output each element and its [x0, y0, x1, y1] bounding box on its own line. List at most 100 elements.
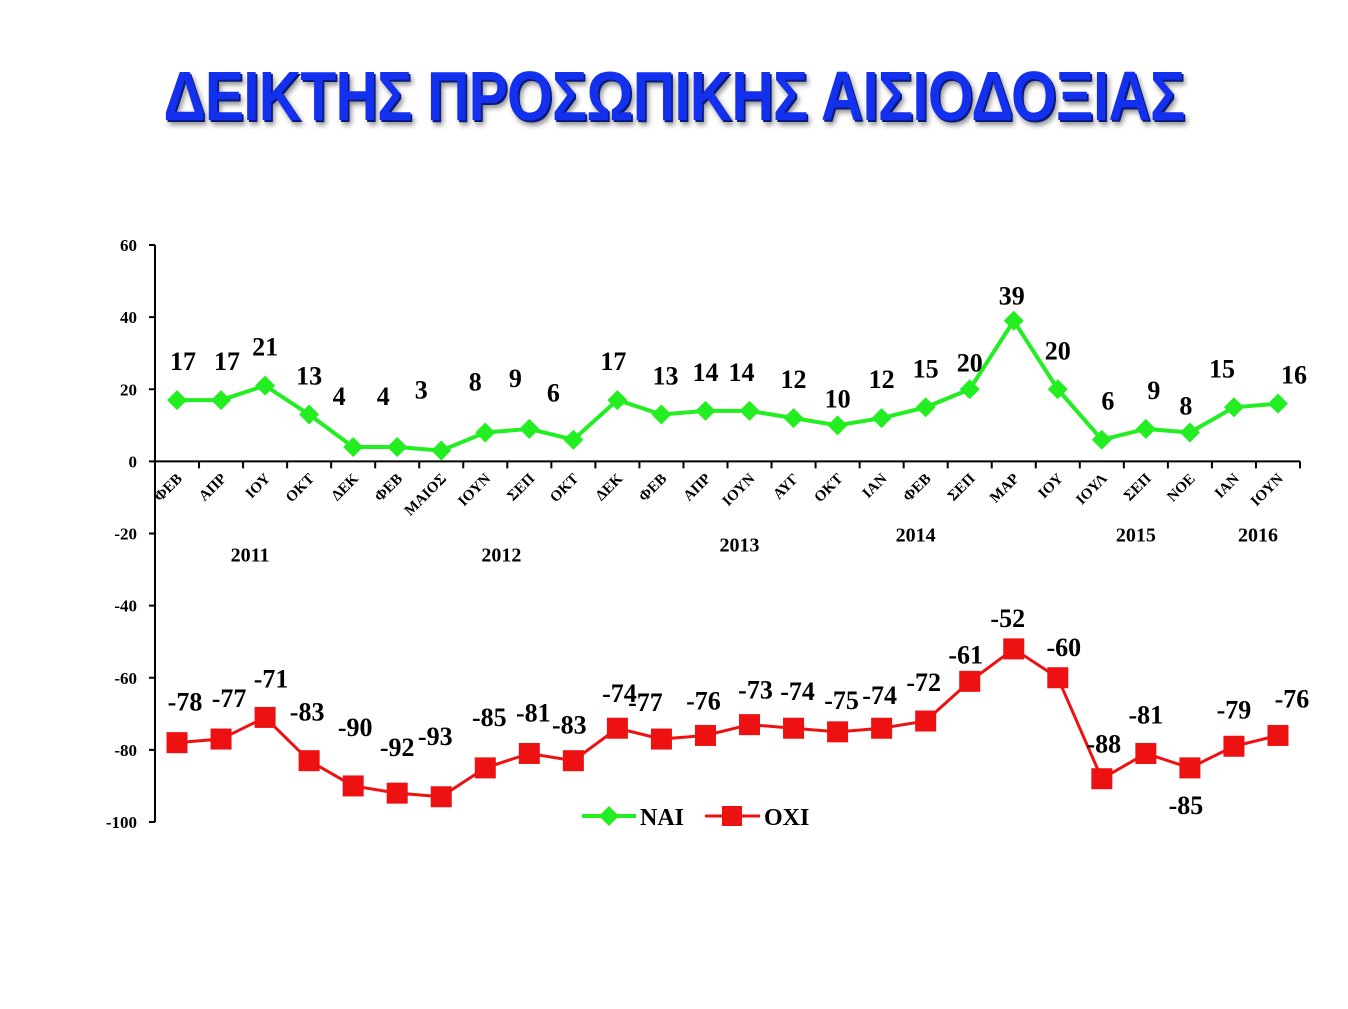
x-tick-label: ΔΕΚ — [593, 471, 627, 505]
x-tick-label: ΙΟΥ — [1036, 471, 1067, 502]
x-tick-label: ΙΑΝ — [860, 471, 891, 502]
nai-data-label: 9 — [509, 364, 522, 393]
oxi-data-label: -93 — [418, 722, 453, 751]
nai-data-label: 13 — [296, 361, 322, 390]
oxi-data-label: -60 — [1046, 633, 1081, 662]
x-tick-label: ΑΥΓ — [770, 471, 802, 503]
oxi-point — [430, 786, 452, 808]
nai-data-label: 8 — [469, 368, 482, 397]
nai-data-label: 3 — [415, 376, 428, 405]
nai-point — [739, 400, 760, 421]
y-tick-label: -80 — [114, 741, 137, 760]
x-tick-label: ΦΕΒ — [372, 471, 406, 505]
oxi-point — [386, 782, 408, 804]
nai-point — [343, 436, 364, 457]
oxi-data-label: -83 — [552, 711, 587, 740]
nai-data-label: 12 — [869, 365, 895, 394]
x-tick-label: ΣΕΠ — [945, 471, 979, 505]
oxi-point — [1135, 742, 1157, 764]
oxi-point — [1179, 757, 1201, 779]
x-tick-label: ΟΚΤ — [547, 471, 582, 506]
nai-point — [651, 404, 672, 425]
x-tick-label: ΑΠΡ — [681, 471, 715, 505]
x-tick-label: ΑΠΡ — [196, 471, 230, 505]
nai-data-label: 17 — [600, 347, 626, 376]
nai-point — [299, 404, 320, 425]
oxi-data-label: -85 — [472, 703, 507, 732]
oxi-point — [871, 717, 893, 739]
oxi-data-label: -61 — [948, 640, 983, 669]
oxi-data-label: -73 — [738, 676, 773, 705]
legend-oxi-label: ΟΧΙ — [764, 805, 809, 831]
x-tick-label: ΣΕΠ — [505, 471, 539, 505]
x-tick-label: ΟΚΤ — [812, 471, 847, 506]
nai-point — [607, 390, 628, 411]
x-tick-label: ΟΚΤ — [283, 471, 318, 506]
nai-point — [211, 390, 232, 411]
year-label: 2016 — [1238, 524, 1278, 546]
oxi-point — [827, 721, 849, 743]
legend: ΝΑΙ ΟΧΙ — [582, 805, 809, 831]
oxi-point — [562, 750, 584, 772]
nai-point — [915, 397, 936, 418]
series-oxi — [166, 638, 1289, 808]
oxi-point — [1003, 638, 1025, 660]
nai-data-label: 14 — [729, 358, 755, 387]
nai-point — [695, 400, 716, 421]
x-tick-label: ΜΑΙΟΣ — [402, 471, 450, 519]
nai-point — [1135, 418, 1156, 439]
chart-title: ΔΕΙΚΤΗΣ ΠΡΟΣΩΠΙΚΗΣ ΑΙΣΙΟΔΟΞΙΑΣ — [163, 57, 1185, 135]
oxi-data-label: -76 — [686, 686, 721, 715]
y-tick-label: 60 — [120, 236, 137, 255]
y-tick-label: -100 — [106, 813, 137, 832]
oxi-point — [298, 750, 320, 772]
oxi-data-label: -79 — [1217, 695, 1252, 724]
nai-point — [783, 408, 804, 429]
nai-point — [1267, 393, 1288, 414]
nai-point — [1003, 310, 1024, 331]
oxi-point — [1047, 667, 1069, 689]
oxi-data-label: -85 — [1169, 791, 1204, 820]
year-label: 2011 — [231, 544, 270, 566]
nai-data-label: 4 — [377, 382, 390, 411]
nai-point — [563, 429, 584, 450]
nai-point — [475, 422, 496, 443]
nai-data-label: 14 — [692, 358, 718, 387]
year-label: 2013 — [720, 534, 760, 556]
nai-data-label: 4 — [333, 382, 346, 411]
oxi-point — [254, 706, 276, 728]
oxi-point — [783, 717, 805, 739]
nai-data-label: 13 — [652, 361, 678, 390]
nai-point — [255, 375, 276, 396]
oxi-point — [342, 775, 364, 797]
oxi-point — [1267, 724, 1289, 746]
x-tick-label: ΦΕΒ — [900, 471, 934, 505]
oxi-data-label: -77 — [628, 688, 663, 717]
x-tick-label: ΔΕΚ — [329, 471, 363, 505]
nai-data-label: 6 — [547, 379, 560, 408]
oxi-point — [739, 714, 761, 736]
nai-data-label: 6 — [1101, 387, 1114, 416]
nai-data-label: 9 — [1147, 376, 1160, 405]
nai-data-label: 16 — [1281, 361, 1307, 390]
oxi-data-label: -90 — [338, 713, 373, 742]
oxi-data-label: -75 — [824, 686, 859, 715]
oxi-point — [210, 728, 232, 750]
oxi-point — [166, 732, 188, 754]
x-tick-label: ΦΕΒ — [152, 471, 186, 505]
oxi-data-label: -71 — [254, 664, 289, 693]
nai-data-label: 8 — [1179, 392, 1192, 421]
oxi-point — [959, 670, 981, 692]
nai-point — [1047, 379, 1068, 400]
nai-point — [1223, 397, 1244, 418]
oxi-data-label: -81 — [1129, 700, 1164, 729]
x-tick-label: ΜΑΡ — [987, 471, 1022, 506]
nai-point — [167, 390, 188, 411]
oxi-point — [474, 757, 496, 779]
nai-point — [431, 440, 452, 461]
nai-point — [959, 379, 980, 400]
oxi-data-label: -92 — [380, 733, 415, 762]
y-tick-label: -40 — [114, 597, 137, 616]
